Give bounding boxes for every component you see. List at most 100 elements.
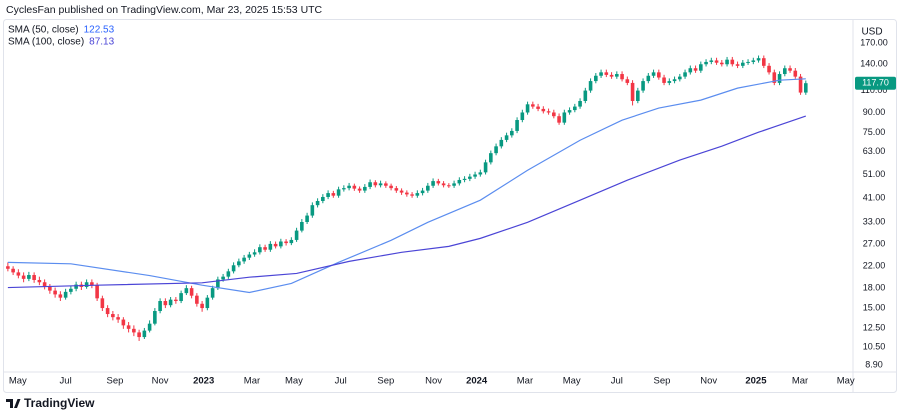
candle-body: [84, 282, 89, 287]
candle: [473, 171, 477, 179]
candle: [158, 298, 162, 314]
candle: [399, 188, 404, 195]
candle: [583, 87, 588, 104]
candle: [368, 179, 372, 190]
candle: [462, 176, 467, 183]
candle: [489, 150, 493, 165]
candle-body: [436, 181, 441, 184]
candle: [441, 181, 446, 188]
candle: [147, 320, 152, 333]
candle: [746, 59, 750, 65]
candle-body: [541, 108, 546, 112]
candle: [735, 61, 740, 69]
candle: [683, 69, 687, 79]
y-tick-label: 110.00: [861, 85, 888, 95]
candle-body: [226, 271, 231, 277]
candle: [373, 180, 378, 188]
candle: [189, 285, 194, 299]
candle-body: [116, 317, 120, 320]
y-tick-label: 63.00: [863, 146, 886, 156]
price-badge-label: 117.70: [862, 78, 889, 88]
candle-body: [604, 72, 609, 75]
price-badge: [855, 76, 896, 90]
candle-body: [567, 110, 572, 113]
candle: [426, 182, 430, 193]
candle-body: [205, 297, 210, 309]
candle: [378, 180, 383, 188]
candle-body: [363, 186, 367, 191]
candle-body: [804, 83, 808, 93]
candle-body: [163, 301, 168, 306]
plot-area: [6, 55, 808, 341]
candle: [321, 194, 325, 204]
candle: [609, 72, 614, 79]
candle-body: [373, 182, 378, 186]
candle-body: [126, 325, 131, 329]
candle: [804, 80, 808, 95]
candle: [452, 180, 456, 188]
candle-body: [720, 62, 724, 65]
candle: [562, 109, 567, 125]
candle-body: [520, 112, 525, 121]
x-tick-label: Jul: [60, 376, 72, 387]
candle: [552, 109, 556, 119]
candle-body: [279, 241, 283, 247]
candle-body: [310, 205, 315, 216]
candle: [494, 143, 498, 156]
x-tick-label: Sep: [377, 376, 394, 387]
x-tick-label: Nov: [425, 376, 442, 387]
candle-body: [315, 200, 320, 206]
candle: [615, 71, 619, 79]
candle: [436, 178, 441, 186]
candle-body: [42, 282, 47, 287]
candle: [567, 107, 572, 115]
candle: [557, 113, 561, 125]
candle-body: [494, 146, 498, 154]
candle-body: [452, 183, 456, 186]
candle-body: [168, 299, 173, 306]
candle-body: [352, 185, 357, 189]
candle: [588, 78, 593, 93]
candle: [620, 71, 624, 82]
candle: [415, 190, 420, 198]
candle-body: [200, 303, 204, 309]
candle: [741, 59, 745, 69]
candle: [289, 237, 294, 246]
candle-body: [347, 185, 351, 189]
candle: [179, 290, 183, 304]
candle-body: [179, 293, 183, 302]
candle-body: [111, 314, 115, 318]
candle-body: [641, 81, 645, 91]
candle-body: [636, 90, 640, 101]
candle-body: [620, 74, 624, 80]
candle: [541, 106, 546, 114]
candle-body: [793, 70, 798, 77]
candle-body: [158, 301, 162, 312]
candle-body: [37, 279, 42, 283]
candle: [357, 186, 362, 193]
candle-body: [6, 266, 10, 269]
candle: [263, 244, 267, 252]
candle: [772, 69, 777, 86]
candle: [300, 219, 304, 233]
candle-body: [210, 288, 215, 298]
candle: [121, 317, 126, 329]
x-tick-label: Sep: [654, 376, 671, 387]
candle: [305, 212, 309, 225]
candle: [483, 159, 488, 175]
currency: USD: [861, 27, 882, 38]
candle: [762, 55, 766, 69]
candle-body: [399, 190, 404, 193]
candle: [27, 271, 31, 282]
x-tick-label: 2023: [193, 376, 214, 387]
candle-body: [651, 72, 656, 76]
candle: [294, 227, 299, 242]
candle: [352, 183, 357, 191]
x-tick-label: Nov: [152, 376, 169, 387]
logo-icon: [6, 399, 21, 408]
candle-body: [252, 252, 257, 255]
candle-body: [405, 192, 409, 195]
candle-body: [552, 112, 556, 117]
candle: [205, 295, 210, 311]
